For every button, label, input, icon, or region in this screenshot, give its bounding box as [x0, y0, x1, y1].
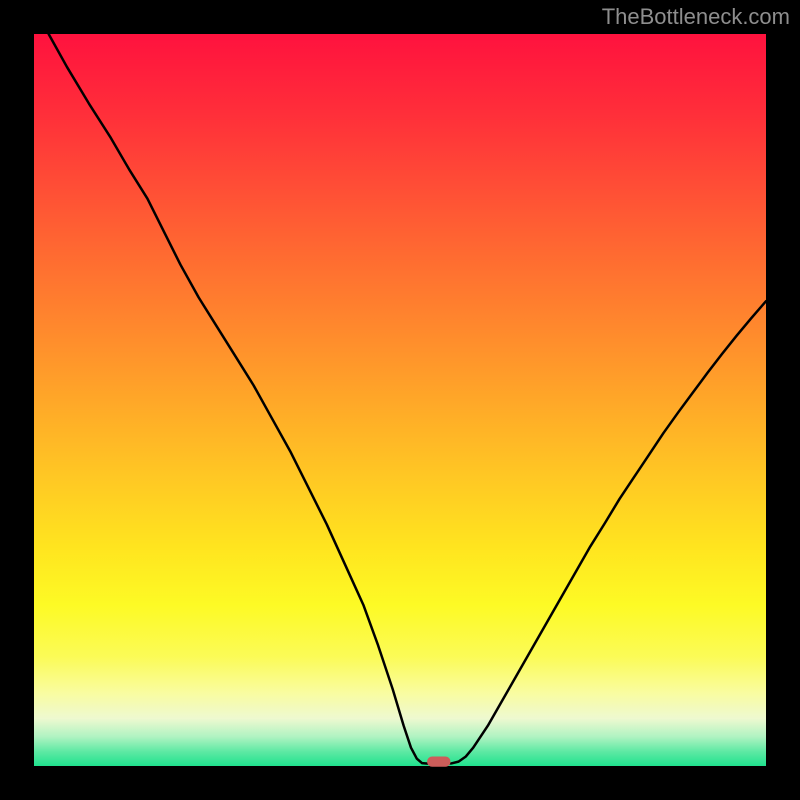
plot-gradient-background	[34, 34, 766, 766]
optimal-point-marker	[427, 756, 450, 766]
chart-svg	[0, 0, 800, 800]
watermark-text: TheBottleneck.com	[602, 4, 790, 30]
chart-root: TheBottleneck.com	[0, 0, 800, 800]
